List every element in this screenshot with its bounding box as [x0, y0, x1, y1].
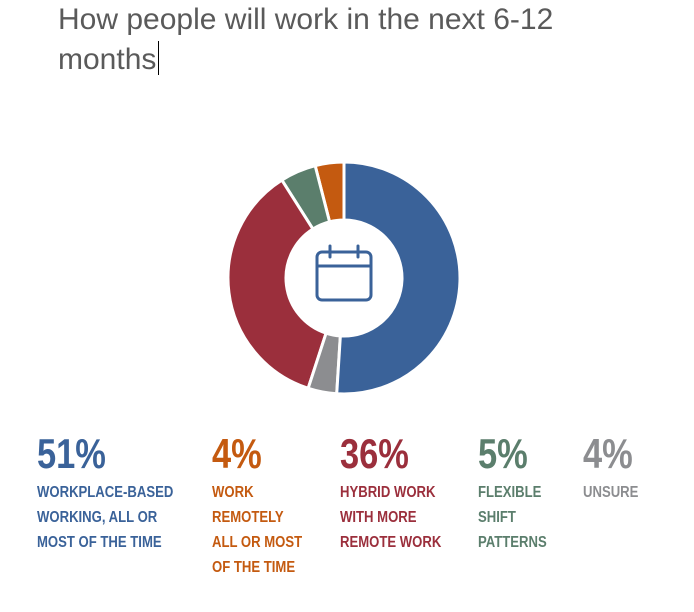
- value-label: 51%: [37, 430, 106, 477]
- donut-slice: [335, 160, 462, 396]
- legend-label: MOST OF THE TIME: [37, 534, 162, 551]
- legend-label: WORKING, ALL OR: [37, 509, 158, 526]
- calendar-icon: [315, 244, 373, 302]
- donut-slice: [226, 177, 328, 391]
- legend-item: 5% FLEXIBLE SHIFT PATTERNS: [478, 428, 547, 555]
- legend-label: FLEXIBLE: [478, 484, 542, 501]
- legend-label: SHIFT: [478, 509, 516, 526]
- legend-label: OF THE TIME: [212, 559, 296, 576]
- legend-label: WITH MORE: [340, 509, 417, 526]
- chart-title: How people will work in the next 6-12 mo…: [58, 0, 578, 80]
- value-label: 4%: [212, 430, 262, 477]
- legend-item: 36% HYBRID WORK WITH MORE REMOTE WORK: [340, 428, 441, 555]
- chart: [226, 160, 462, 396]
- legend-label: UNSURE: [583, 484, 639, 501]
- legend-label: PATTERNS: [478, 534, 547, 551]
- legend-label: ALL OR MOST: [212, 534, 303, 551]
- legend-item: 4% UNSURE: [583, 428, 638, 505]
- legend-label: HYBRID WORK: [340, 484, 436, 501]
- legend-item: 51% WORKPLACE-BASED WORKING, ALL OR MOST OF…: [37, 428, 173, 555]
- donut-slice: [279, 163, 332, 232]
- legend-label: WORKPLACE-BASED: [37, 484, 174, 501]
- legend-label: REMOTELY: [212, 509, 284, 526]
- value-label: 4%: [583, 430, 633, 477]
- legend-item: 4% WORK REMOTELY ALL OR MOST OF THE TIME: [212, 428, 302, 580]
- value-label: 5%: [478, 430, 528, 477]
- legend-label: REMOTE WORK: [340, 534, 442, 551]
- value-label: 36%: [340, 430, 409, 477]
- legend-label: WORK: [212, 484, 254, 501]
